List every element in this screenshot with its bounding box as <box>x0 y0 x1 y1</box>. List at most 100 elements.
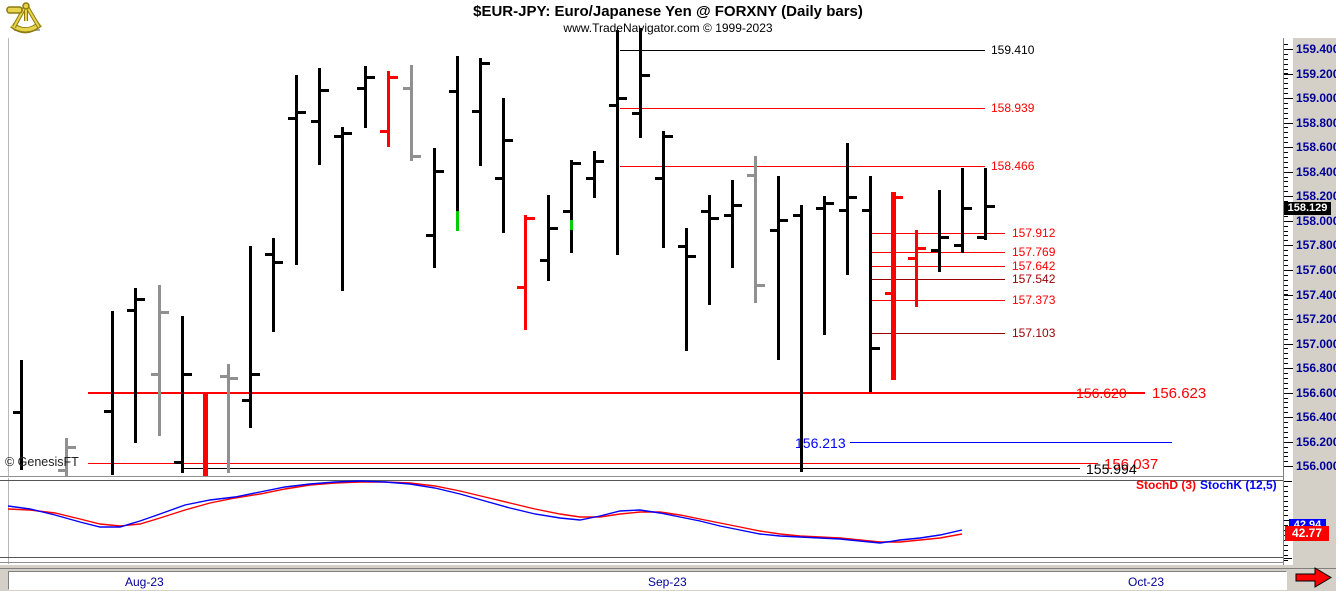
axis-minor-tick <box>1284 299 1288 300</box>
axis-minor-tick <box>1284 525 1288 526</box>
close-tick <box>642 74 650 77</box>
ohlc-bar <box>158 285 161 436</box>
axis-minor-tick <box>1284 398 1288 399</box>
axis-minor-tick <box>1284 64 1288 65</box>
stochd-legend-label: StochD (3) <box>1136 478 1196 492</box>
close-tick <box>872 347 880 350</box>
ohlc-bar <box>410 65 413 161</box>
axis-minor-tick <box>1284 407 1288 408</box>
axis-minor-tick <box>1284 216 1288 217</box>
axis-minor-tick <box>1284 260 1288 261</box>
close-tick <box>137 298 145 301</box>
close-tick <box>688 255 696 258</box>
price-level-label: 156.620 <box>1076 385 1127 401</box>
ohlc-bar <box>181 316 184 473</box>
ohlc-bar <box>915 230 918 307</box>
axis-minor-tick <box>1284 157 1288 158</box>
price-axis-major-tick <box>1284 442 1293 443</box>
open-tick <box>770 229 778 232</box>
stochk-line <box>7 480 963 544</box>
price-level-label: 155.994 <box>1086 461 1137 477</box>
open-tick <box>380 130 388 133</box>
price-axis-major-tick <box>1284 295 1293 296</box>
axis-minor-tick <box>1284 339 1288 340</box>
axis-minor-tick <box>1284 127 1288 128</box>
price-axis-label: 158.800 <box>1296 116 1336 130</box>
ohlc-bar <box>387 71 390 147</box>
ohlc-bar <box>777 176 780 360</box>
axis-minor-tick <box>1284 388 1288 389</box>
axis-minor-tick <box>1284 113 1288 114</box>
open-tick <box>586 177 594 180</box>
ohlc-bar <box>938 190 941 272</box>
panel-divider-highlight <box>0 477 1283 478</box>
price-axis-major-tick <box>1284 123 1293 124</box>
ohlc-bar <box>65 438 68 476</box>
axis-minor-tick <box>1284 285 1288 286</box>
open-tick <box>609 104 617 107</box>
axis-minor-tick <box>1284 545 1288 546</box>
ohlc-bar <box>479 58 482 166</box>
open-tick <box>563 210 571 213</box>
axis-minor-tick <box>1284 250 1288 251</box>
open-tick <box>540 259 548 262</box>
ohlc-bar <box>547 195 550 281</box>
close-tick <box>184 373 192 376</box>
price-level-label: 157.103 <box>1012 326 1056 340</box>
stochastic-plot <box>7 480 963 544</box>
price-level-line <box>850 442 1172 443</box>
ohlc-bar <box>869 176 872 392</box>
price-axis-label: 158.600 <box>1296 140 1336 154</box>
price-axis-major-tick <box>1284 245 1293 246</box>
axis-minor-tick <box>1284 172 1288 173</box>
axis-minor-tick <box>1284 221 1288 222</box>
open-tick <box>104 410 112 413</box>
axis-minor-tick <box>1284 422 1288 423</box>
price-axis-major-tick <box>1284 417 1293 418</box>
price-axis-label: 156.600 <box>1296 386 1336 400</box>
price-axis-label: 159.200 <box>1296 67 1336 81</box>
axis-minor-tick <box>1284 83 1288 84</box>
axis-minor-tick <box>1284 456 1288 457</box>
chart-subtitle: www.TradeNavigator.com © 1999-2023 <box>563 21 773 35</box>
price-level-label: 157.912 <box>1012 226 1056 240</box>
axis-minor-tick <box>1284 383 1288 384</box>
close-tick <box>275 261 283 264</box>
stochd-value-badge: 42.77 <box>1285 526 1329 541</box>
price-level-label: 156.213 <box>795 435 846 451</box>
ohlc-bar <box>570 160 573 253</box>
price-axis-major-tick <box>1284 196 1293 197</box>
close-tick <box>390 76 398 79</box>
price-axis-major-tick <box>1284 147 1293 148</box>
open-tick <box>885 292 893 295</box>
axis-minor-tick <box>1284 265 1288 266</box>
close-tick <box>780 219 788 222</box>
axis-minor-tick <box>1284 54 1288 55</box>
axis-minor-tick <box>1284 334 1288 335</box>
price-level-line <box>183 468 1080 469</box>
price-axis-major-tick <box>1284 393 1293 394</box>
axis-minor-tick <box>1284 491 1288 492</box>
axis-minor-tick <box>1284 186 1288 187</box>
price-axis-label: 156.000 <box>1296 459 1336 473</box>
close-tick <box>734 204 742 207</box>
stoch-panel-bottom-line <box>0 557 1283 558</box>
axis-minor-tick <box>1284 427 1288 428</box>
axis-minor-tick <box>1284 142 1288 143</box>
genesis-sextant-logo-icon <box>6 2 42 34</box>
close-tick <box>895 196 903 199</box>
open-tick <box>954 244 962 247</box>
axis-minor-tick <box>1284 93 1288 94</box>
ohlc-bar <box>502 98 505 233</box>
scroll-right-arrow[interactable] <box>1295 567 1333 588</box>
close-tick <box>550 227 558 230</box>
ohlc-bar <box>341 127 344 291</box>
ohlc-bar <box>227 364 230 473</box>
green-close-segment <box>456 211 459 231</box>
open-tick <box>655 177 663 180</box>
chart-title: $EUR-JPY: Euro/Japanese Yen @ FORXNY (Da… <box>473 3 863 20</box>
price-level-line <box>872 300 1005 301</box>
axis-minor-tick <box>1284 506 1288 507</box>
open-tick <box>311 120 319 123</box>
